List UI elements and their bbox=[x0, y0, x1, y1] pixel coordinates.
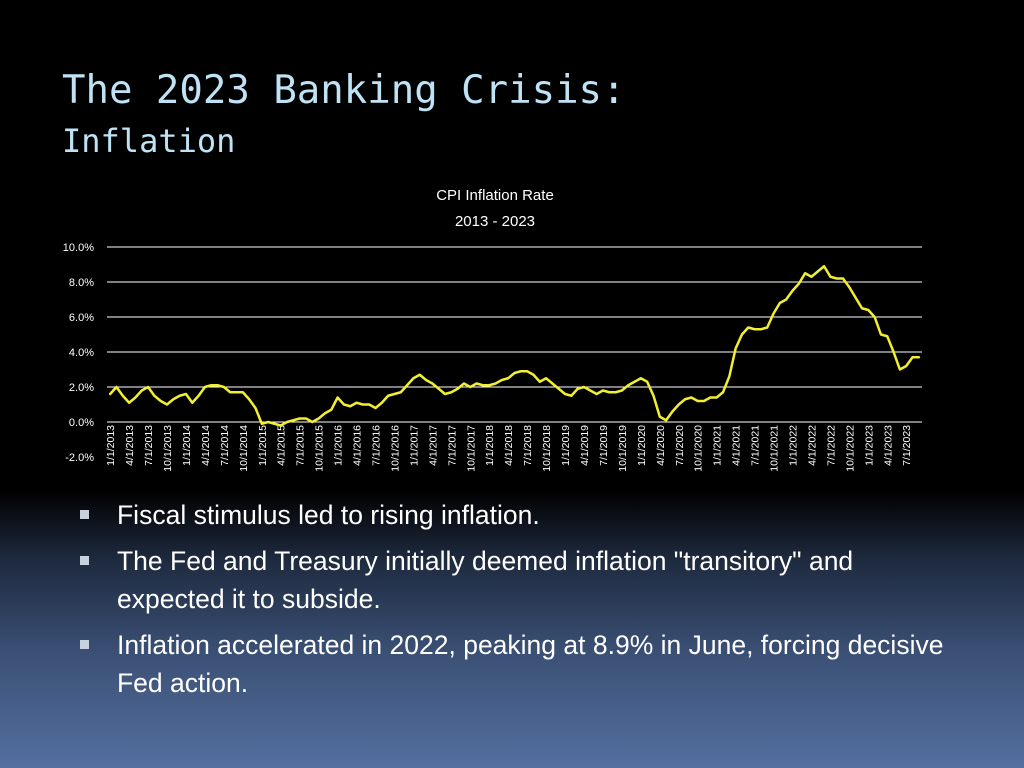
x-tick-label: 7/1/2016 bbox=[371, 425, 383, 466]
x-tick-label: 1/1/2018 bbox=[484, 425, 496, 466]
x-tick-label: 7/1/2022 bbox=[825, 425, 837, 466]
chart-title: CPI Inflation Rate bbox=[436, 187, 554, 204]
cpi-series-line bbox=[108, 265, 921, 427]
series-layer bbox=[108, 265, 921, 427]
x-tick-label: 4/1/2021 bbox=[731, 425, 743, 466]
x-tick-label: 1/1/2020 bbox=[636, 425, 648, 466]
x-tick-label: 7/1/2017 bbox=[446, 425, 458, 466]
x-tick-label: 1/1/2013 bbox=[105, 425, 117, 466]
bullet-item: Inflation accelerated in 2022, peaking a… bbox=[80, 626, 960, 702]
x-tick-label: 10/1/2019 bbox=[617, 425, 629, 472]
x-tick-label: 10/1/2018 bbox=[541, 425, 553, 472]
x-tick-label: 4/1/2014 bbox=[200, 425, 212, 466]
y-tick-label: 0.0% bbox=[69, 417, 94, 429]
square-bullet-icon bbox=[80, 556, 89, 565]
slide-subtitle: Inflation bbox=[62, 122, 236, 160]
x-tick-label: 7/1/2019 bbox=[598, 425, 610, 466]
x-tick-label: 1/1/2014 bbox=[181, 425, 193, 466]
y-tick-label: 6.0% bbox=[69, 312, 94, 324]
x-tick-label: 1/1/2023 bbox=[863, 425, 875, 466]
x-tick-label: 10/1/2015 bbox=[314, 425, 326, 472]
x-tick-label: 4/1/2015 bbox=[276, 425, 288, 466]
x-tick-label: 7/1/2014 bbox=[219, 425, 231, 466]
x-tick-label: 1/1/2019 bbox=[560, 425, 572, 466]
x-tick-label: 4/1/2018 bbox=[503, 425, 515, 466]
x-tick-label: 4/1/2022 bbox=[806, 425, 818, 466]
x-tick-label: 4/1/2020 bbox=[655, 425, 667, 466]
x-tick-label: 10/1/2013 bbox=[162, 425, 174, 472]
x-tick-label: 10/1/2017 bbox=[465, 425, 477, 472]
x-tick-label: 10/1/2021 bbox=[769, 425, 781, 472]
y-tick-label: 4.0% bbox=[69, 347, 94, 359]
x-tick-label: 7/1/2020 bbox=[674, 425, 686, 466]
x-tick-label: 7/1/2023 bbox=[901, 425, 913, 466]
bullet-item: The Fed and Treasury initially deemed in… bbox=[80, 542, 960, 618]
bullet-text: Inflation accelerated in 2022, peaking a… bbox=[117, 630, 944, 698]
x-tick-label: 7/1/2015 bbox=[295, 425, 307, 466]
x-tick-label: 4/1/2019 bbox=[579, 425, 591, 466]
x-tick-label: 1/1/2015 bbox=[257, 425, 269, 466]
y-tick-label: 8.0% bbox=[69, 277, 94, 289]
x-tick-label: 7/1/2018 bbox=[522, 425, 534, 466]
y-tick-label: 10.0% bbox=[63, 242, 94, 254]
x-tick-label: 4/1/2016 bbox=[352, 425, 364, 466]
x-tick-label: 10/1/2020 bbox=[693, 425, 705, 472]
y-tick-label: 2.0% bbox=[69, 382, 94, 394]
bullet-text: The Fed and Treasury initially deemed in… bbox=[117, 546, 854, 614]
y-axis-ticks: -2.0% 0.0% 2.0% 4.0% 6.0% 8.0% 10.0% bbox=[63, 242, 94, 464]
gridlines bbox=[107, 246, 922, 423]
x-tick-label: 1/1/2022 bbox=[787, 425, 799, 466]
x-axis-ticks: 1/1/2013 4/1/2013 7/1/2013 10/1/2013 1/1/201… bbox=[105, 425, 913, 472]
bullet-item: Fiscal stimulus led to rising inflation. bbox=[80, 496, 960, 534]
square-bullet-icon bbox=[80, 510, 89, 519]
chart-subtitle: 2013 - 2023 bbox=[455, 213, 535, 230]
x-tick-label: 10/1/2022 bbox=[844, 425, 856, 472]
bullet-text: Fiscal stimulus led to rising inflation. bbox=[117, 500, 540, 530]
x-tick-label: 7/1/2013 bbox=[143, 425, 155, 466]
x-tick-label: 7/1/2021 bbox=[750, 425, 762, 466]
x-tick-label: 1/1/2017 bbox=[408, 425, 420, 466]
slide-title: The 2023 Banking Crisis: bbox=[62, 68, 626, 113]
x-tick-label: 1/1/2016 bbox=[333, 425, 345, 466]
x-tick-label: 1/1/2021 bbox=[712, 425, 724, 466]
x-tick-label: 4/1/2017 bbox=[427, 425, 439, 466]
square-bullet-icon bbox=[80, 640, 89, 649]
x-tick-label: 10/1/2016 bbox=[389, 425, 401, 472]
x-tick-label: 10/1/2014 bbox=[238, 425, 250, 472]
x-tick-label: 4/1/2023 bbox=[882, 425, 894, 466]
bullet-list: Fiscal stimulus led to rising inflation.… bbox=[80, 496, 960, 710]
x-tick-label: 4/1/2013 bbox=[124, 425, 136, 466]
y-tick-label: -2.0% bbox=[65, 452, 94, 464]
cpi-inflation-chart: CPI Inflation Rate 2013 - 2023 -2.0% 0.0%… bbox=[63, 187, 922, 472]
